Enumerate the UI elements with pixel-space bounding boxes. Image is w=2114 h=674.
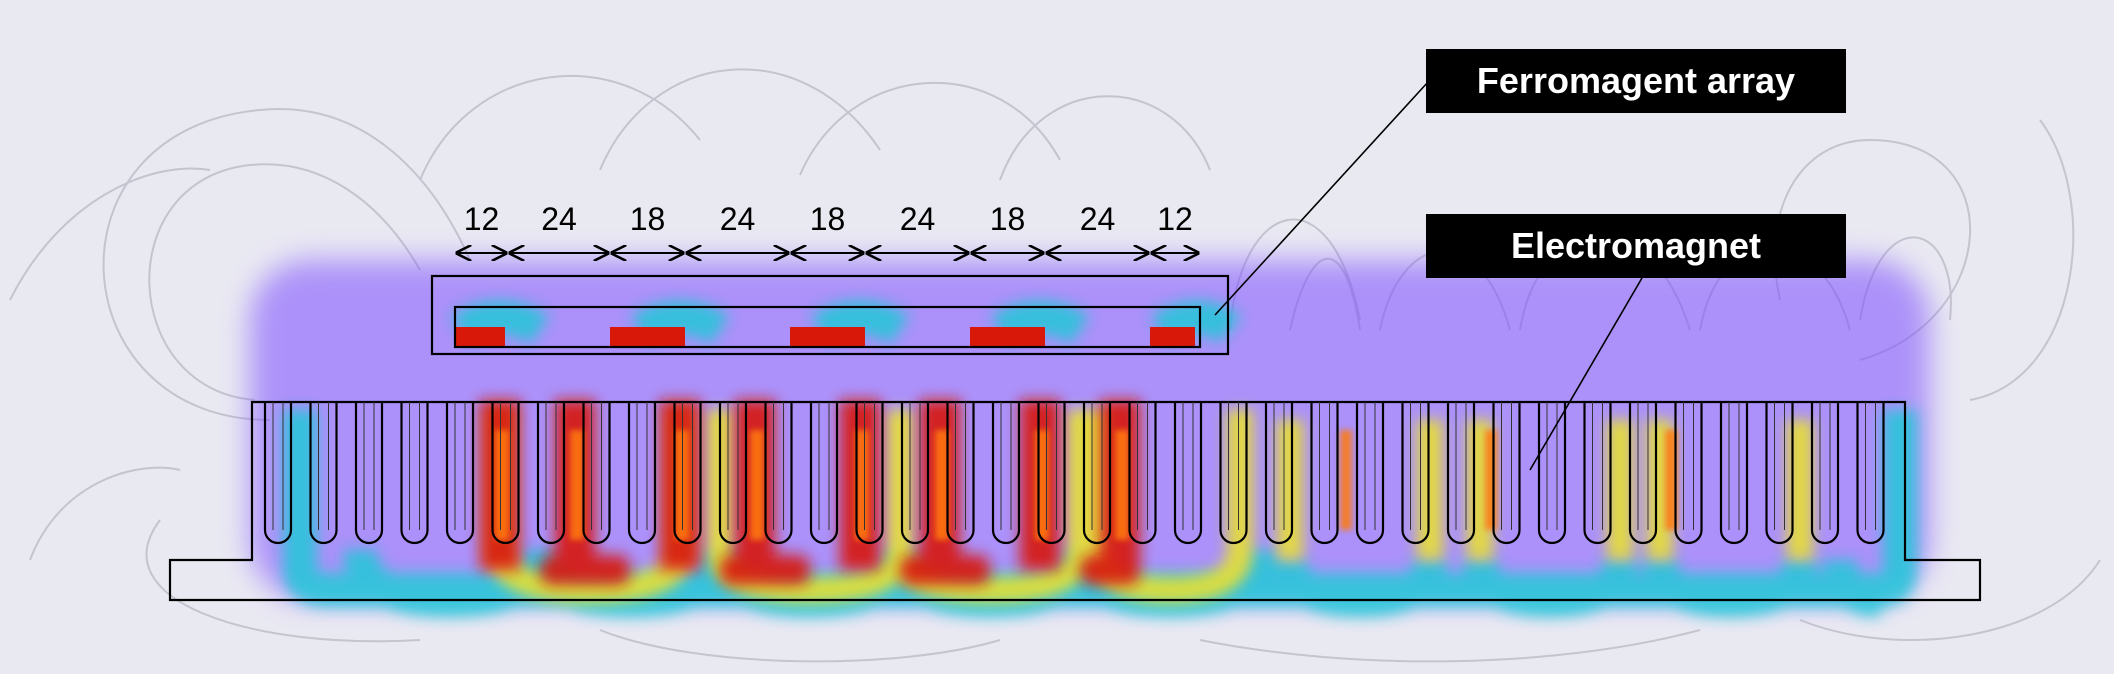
winding-line xyxy=(1410,402,1421,530)
slot-outline xyxy=(354,402,384,545)
slot-outline xyxy=(1765,402,1794,545)
slot-outline xyxy=(445,402,475,545)
winding-line xyxy=(1819,402,1831,530)
dimension-label: 18 xyxy=(810,201,846,237)
slot-outline xyxy=(1856,402,1885,545)
slot-outline xyxy=(1446,402,1476,545)
slot-outline xyxy=(673,402,702,545)
slot-outline xyxy=(309,402,338,545)
winding-line xyxy=(1137,402,1148,530)
slot-outline xyxy=(809,402,839,545)
winding-line xyxy=(1228,402,1239,530)
slot-outline xyxy=(400,402,429,545)
callout-leaders xyxy=(1214,81,1643,471)
winding-line xyxy=(409,402,420,530)
winding-line xyxy=(1273,402,1285,530)
slot-outline xyxy=(855,402,884,545)
winding-line xyxy=(909,402,921,530)
dimension-label: 24 xyxy=(900,201,936,237)
slot-outline xyxy=(1037,402,1066,545)
slot-outline xyxy=(1128,402,1157,545)
slot-outline xyxy=(1628,402,1658,545)
winding-line xyxy=(363,402,375,530)
winding-line xyxy=(636,402,648,530)
slot-outline xyxy=(718,402,748,545)
winding-line xyxy=(955,402,966,530)
dimension-label: 24 xyxy=(541,201,577,237)
ferromagnet-array-outline xyxy=(430,274,1230,356)
ferromagnet-array-inner-outline xyxy=(453,305,1202,349)
slot-outline xyxy=(946,402,975,545)
winding-line xyxy=(1000,402,1012,530)
electromagnet-outline xyxy=(168,400,1982,602)
winding-line xyxy=(682,402,693,530)
slot-outline xyxy=(1810,402,1840,545)
winding-line xyxy=(773,402,784,530)
slot-outline xyxy=(1492,402,1521,545)
winding-line xyxy=(1501,402,1512,530)
slot-outline xyxy=(1401,402,1430,545)
winding-line xyxy=(1637,402,1649,530)
winding-line xyxy=(818,402,830,530)
slot-outline xyxy=(263,402,293,545)
slot-outline xyxy=(491,402,520,545)
winding-line xyxy=(1319,402,1330,530)
dimension-label: 18 xyxy=(990,201,1026,237)
winding-line xyxy=(1364,402,1376,530)
winding-line xyxy=(864,402,875,530)
winding-line xyxy=(1091,402,1103,530)
slot-outline xyxy=(1355,402,1385,545)
winding-line xyxy=(500,402,511,530)
winding-line xyxy=(1728,402,1740,530)
winding-line xyxy=(545,402,557,530)
winding-line xyxy=(454,402,466,530)
winding-line xyxy=(1683,402,1694,530)
electromagnet-teeth xyxy=(263,402,1885,545)
slot-outline xyxy=(900,402,930,545)
electromagnet-callout: Electromagnet xyxy=(1426,214,1846,278)
slot-outline xyxy=(1310,402,1339,545)
ferromagnet-array-callout: Ferromagent array xyxy=(1426,49,1846,113)
winding-line xyxy=(1592,402,1603,530)
winding-line xyxy=(1182,402,1194,530)
slot-outline xyxy=(536,402,566,545)
winding-line xyxy=(318,402,329,530)
winding-line xyxy=(1455,402,1467,530)
slot-outline xyxy=(991,402,1021,545)
slot-outline xyxy=(1264,402,1294,545)
slot-outline xyxy=(1583,402,1612,545)
dimension-arrows: 12 24 18 24 18 24 18 24 12 xyxy=(457,201,1198,253)
slot-outline xyxy=(1173,402,1203,545)
dimension-label: 12 xyxy=(464,201,500,237)
slot-outline xyxy=(1537,402,1567,545)
winding-line xyxy=(272,402,284,530)
structure-outlines xyxy=(168,274,1982,602)
slot-outline xyxy=(627,402,657,545)
winding-line xyxy=(1046,402,1057,530)
dimension-label: 24 xyxy=(720,201,756,237)
flux-density-field xyxy=(250,260,1930,618)
slot-outline xyxy=(582,402,611,545)
dimension-label: 18 xyxy=(630,201,666,237)
slot-outline xyxy=(1674,402,1703,545)
slot-outline xyxy=(1719,402,1749,545)
winding-line xyxy=(727,402,739,530)
dimension-label: 24 xyxy=(1080,201,1116,237)
winding-line xyxy=(1774,402,1785,530)
slot-outline xyxy=(1219,402,1248,545)
winding-line xyxy=(591,402,602,530)
slot-outline xyxy=(1082,402,1112,545)
winding-line xyxy=(1865,402,1876,530)
slot-outline xyxy=(764,402,793,545)
dimension-label: 12 xyxy=(1157,201,1193,237)
